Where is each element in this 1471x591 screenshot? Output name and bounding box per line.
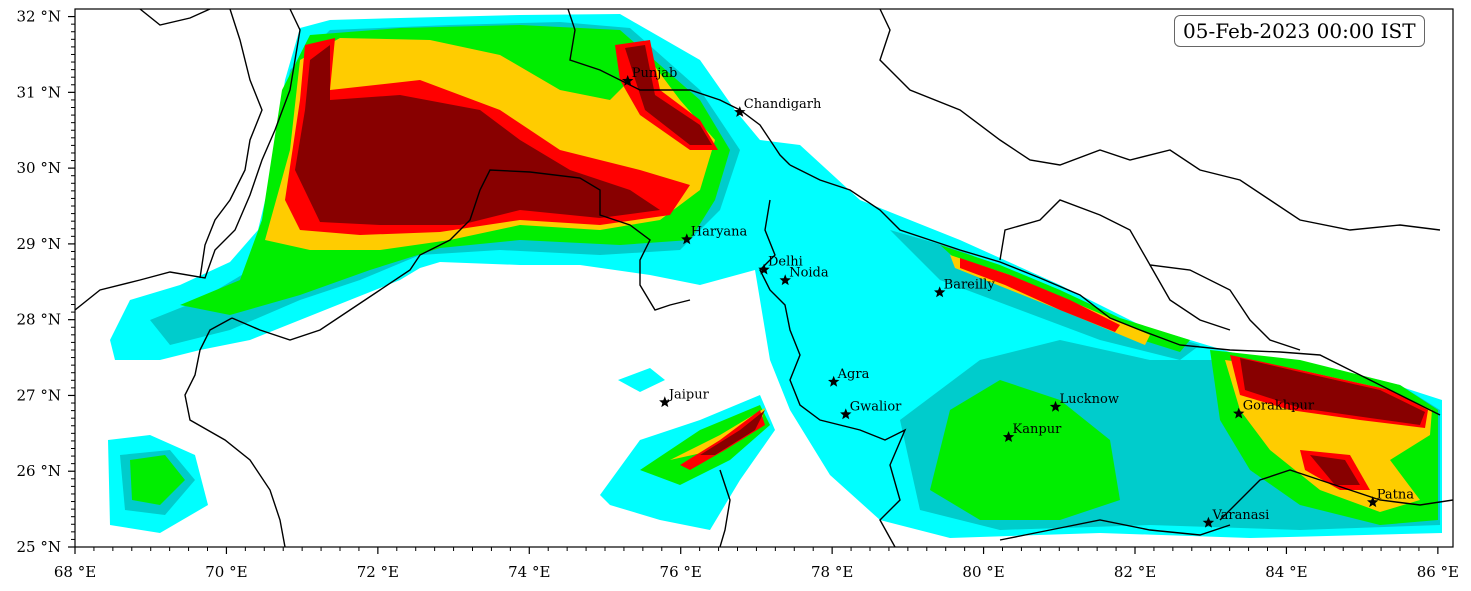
city-star-icon <box>734 106 746 117</box>
latitude-axis: 25 °N 26 °N 27 °N 28 °N 29 °N 30 °N 31 °N 32 °N <box>17 8 75 556</box>
city-star-icon <box>1367 496 1379 508</box>
lat-tick-label: 27 °N <box>17 386 61 404</box>
border-line <box>789 164 1441 416</box>
city-star-icon <box>1049 400 1062 412</box>
city-star-icon <box>1202 516 1215 528</box>
border-line <box>199 9 263 279</box>
city-label: Varanasi <box>1211 508 1269 523</box>
lon-tick-label: 80 °E <box>962 563 1004 581</box>
lat-tick-label: 31 °N <box>17 83 61 101</box>
lat-tick-label: 29 °N <box>17 235 61 253</box>
field-level-3 <box>130 455 185 505</box>
city-star-icon <box>934 286 946 298</box>
border-line <box>879 9 1441 231</box>
city-label: Haryana <box>691 224 748 239</box>
lon-tick-label: 74 °E <box>508 563 550 581</box>
city-star-icon <box>828 375 840 387</box>
lon-tick-label: 86 °E <box>1417 563 1459 581</box>
border-line <box>999 199 1301 351</box>
lat-tick-label: 28 °N <box>17 311 61 329</box>
city-label: Gwalior <box>850 399 902 414</box>
lat-tick-label: 25 °N <box>17 538 61 556</box>
city-label: Lucknow <box>1060 392 1120 407</box>
admin-borders <box>75 9 1453 547</box>
city-label: Noida <box>789 265 829 280</box>
border-line <box>567 9 791 166</box>
city-label: Kanpur <box>1013 422 1063 437</box>
border-line <box>184 317 286 547</box>
lat-tick-label: 32 °N <box>17 8 61 26</box>
lon-tick-label: 72 °E <box>357 563 399 581</box>
city-star-icon <box>681 233 693 245</box>
field-level-1 <box>618 368 665 392</box>
city-label: Gorakhpur <box>1243 399 1315 414</box>
field-level-6 <box>1310 455 1360 485</box>
city-label: Punjab <box>632 66 678 81</box>
field-level-5 <box>960 258 1120 332</box>
city-star-icon <box>1233 407 1245 419</box>
field-level-6 <box>625 45 712 145</box>
city-label: Jaipur <box>667 387 710 402</box>
timestamp-label: 05-Feb-2023 00:00 IST <box>1174 15 1425 47</box>
city-star-icon <box>779 274 791 286</box>
field-level-3 <box>930 380 1120 520</box>
city-star-icon <box>1002 431 1015 442</box>
rainfall-field <box>108 14 1442 538</box>
city-label: Bareilly <box>944 277 996 292</box>
lat-tick-label: 26 °N <box>17 462 61 480</box>
lat-tick-label: 30 °N <box>17 159 61 177</box>
city-star-icon <box>840 408 852 420</box>
border-line <box>1149 264 1231 331</box>
city-label: Delhi <box>768 255 803 270</box>
border-line <box>719 469 731 547</box>
border-line <box>139 9 211 26</box>
longitude-axis: 68 °E 70 °E 72 °E 74 °E 76 °E 78 °E 80 °E 82 °E… <box>54 547 1459 581</box>
lon-tick-label: 76 °E <box>660 563 702 581</box>
border-line <box>759 199 907 547</box>
city-label: Agra <box>837 367 870 382</box>
border-line <box>999 519 1231 541</box>
city-star-icon <box>758 263 770 275</box>
lon-tick-label: 82 °E <box>1114 563 1156 581</box>
lon-tick-label: 68 °E <box>54 563 96 581</box>
lon-tick-label: 84 °E <box>1265 563 1307 581</box>
lon-tick-label: 78 °E <box>811 563 853 581</box>
map-plot-area <box>75 9 1453 547</box>
city-star-icon <box>622 75 634 86</box>
border-line <box>231 169 691 341</box>
field-level-6 <box>295 45 660 225</box>
city-label: Chandigarh <box>744 97 822 112</box>
border-line <box>75 9 301 311</box>
city-star-icon <box>659 396 671 408</box>
field-level-6 <box>1240 358 1425 425</box>
city-label: Patna <box>1377 487 1415 502</box>
minor-ticks <box>71 23 1420 551</box>
plot-frame <box>74 8 1454 548</box>
border-line <box>1219 469 1453 521</box>
lon-tick-label: 70 °E <box>205 563 247 581</box>
